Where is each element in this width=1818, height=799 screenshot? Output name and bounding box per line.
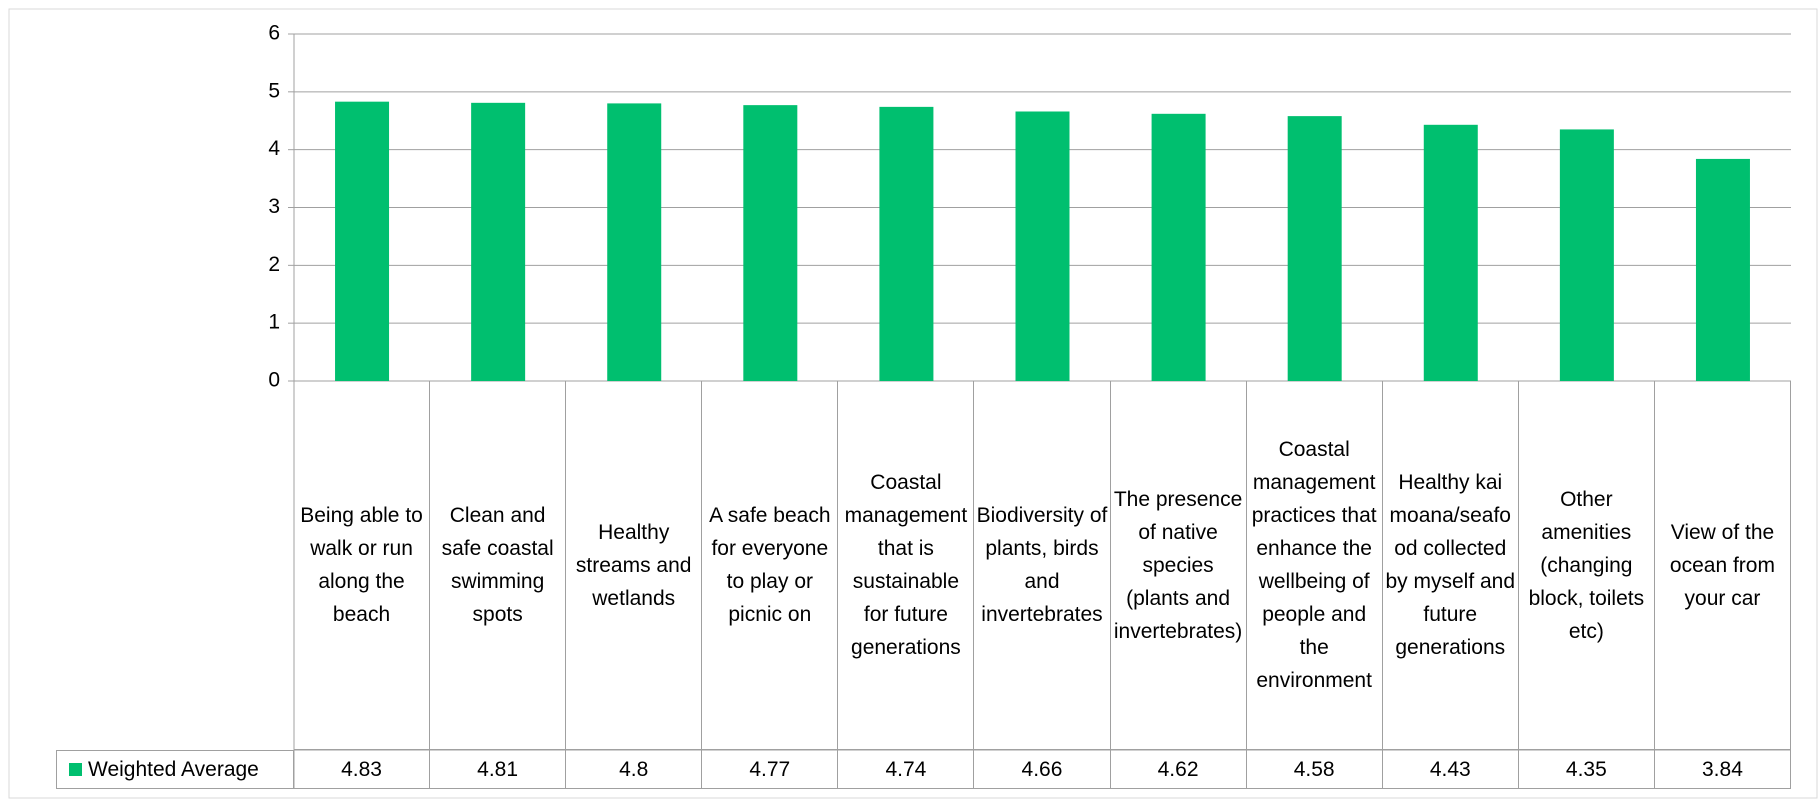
data-table-value: 4.8 bbox=[566, 750, 703, 789]
bar bbox=[1151, 113, 1206, 381]
bar bbox=[607, 103, 662, 382]
category-label: Healthy kai moana/seafood collected by m… bbox=[1382, 381, 1519, 750]
data-table-value: 4.81 bbox=[430, 750, 567, 789]
y-tick-label: 0 bbox=[268, 369, 280, 392]
category-label: Healthy streams and wetlands bbox=[566, 381, 703, 750]
data-table-value: 4.66 bbox=[974, 750, 1111, 789]
y-tick-label: 6 bbox=[268, 22, 280, 45]
y-tick-label: 2 bbox=[268, 253, 280, 276]
bar bbox=[879, 106, 934, 382]
y-tick-label: 3 bbox=[268, 195, 280, 218]
data-table-value: 4.74 bbox=[838, 750, 975, 789]
bar bbox=[1287, 116, 1342, 381]
y-tick-label: 1 bbox=[268, 311, 280, 334]
data-table-value: 3.84 bbox=[1654, 750, 1791, 789]
category-label: Clean and safe coastal swimming spots bbox=[430, 381, 567, 750]
category-label: Coastal management practices that enhanc… bbox=[1246, 381, 1383, 750]
data-table-value: 4.83 bbox=[294, 750, 431, 789]
data-table-value: 4.58 bbox=[1246, 750, 1383, 789]
legend-swatch bbox=[69, 763, 82, 776]
category-label: The presence of native species (plants a… bbox=[1110, 381, 1247, 750]
bar bbox=[743, 105, 798, 381]
data-table-value: 4.35 bbox=[1518, 750, 1655, 789]
bar bbox=[335, 101, 390, 381]
category-label: A safe beach for everyone to play or pic… bbox=[702, 381, 839, 750]
category-label: Coastal management that is sustainable f… bbox=[838, 381, 975, 750]
y-tick-label: 4 bbox=[268, 137, 280, 160]
bar bbox=[1423, 124, 1478, 381]
legend-label: Weighted Average bbox=[88, 758, 259, 781]
chart-border bbox=[8, 8, 1818, 799]
data-table-value: 4.77 bbox=[702, 750, 839, 789]
category-label: Biodiversity of plants, birds and invert… bbox=[974, 381, 1111, 750]
y-tick-label: 5 bbox=[268, 79, 280, 102]
bar bbox=[471, 102, 526, 382]
bar bbox=[1015, 111, 1070, 381]
category-label: View of the ocean from your car bbox=[1654, 381, 1791, 750]
bar bbox=[1695, 158, 1750, 381]
category-label: Being able to walk or run along the beac… bbox=[294, 381, 431, 750]
data-table-value: 4.43 bbox=[1382, 750, 1519, 789]
data-table-value: 4.62 bbox=[1110, 750, 1247, 789]
bar bbox=[1559, 129, 1614, 381]
legend-entry: Weighted Average bbox=[56, 750, 294, 789]
category-label: Other amenities (changing block, toilets… bbox=[1518, 381, 1655, 750]
